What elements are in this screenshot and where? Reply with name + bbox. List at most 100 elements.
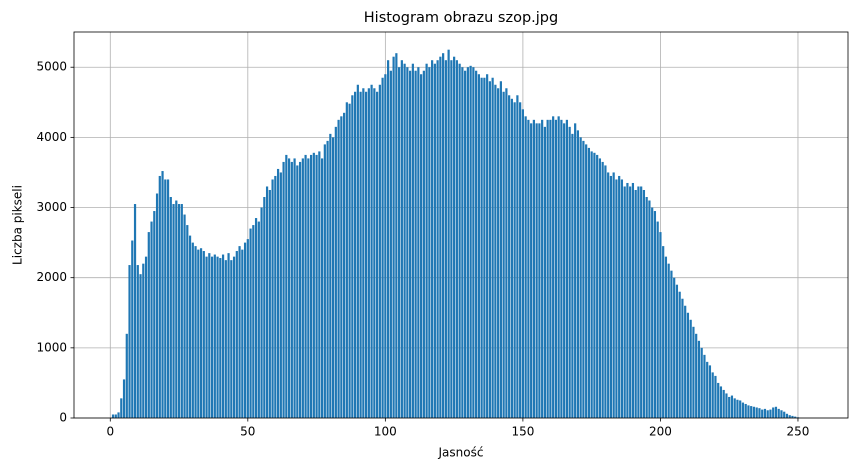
bar — [692, 326, 695, 418]
bar — [364, 91, 368, 419]
bar — [213, 254, 216, 418]
bar — [769, 409, 772, 418]
bar — [417, 67, 420, 418]
bar — [653, 211, 657, 418]
bar — [620, 179, 624, 418]
bar — [114, 414, 117, 418]
bar — [265, 186, 269, 418]
bar — [436, 60, 439, 419]
bar — [455, 60, 458, 419]
bar — [739, 400, 742, 418]
bar — [287, 158, 291, 418]
bar — [689, 319, 692, 418]
bar — [210, 256, 214, 418]
bar — [486, 74, 489, 418]
bar — [373, 88, 376, 419]
bar — [276, 168, 280, 418]
bar — [708, 365, 712, 418]
bar — [150, 221, 153, 418]
bar — [296, 165, 299, 418]
bar — [384, 74, 387, 418]
bar — [623, 186, 626, 418]
bar — [166, 179, 170, 418]
bar — [359, 91, 362, 419]
bar — [128, 265, 131, 418]
y-tick-label: 4000 — [36, 130, 67, 144]
bar — [700, 347, 703, 418]
bar — [136, 265, 139, 418]
bar — [243, 242, 247, 418]
bar — [155, 193, 159, 418]
bar — [508, 95, 511, 418]
bar — [673, 277, 676, 418]
bar — [477, 74, 480, 418]
bar — [392, 56, 395, 419]
bar — [750, 406, 753, 418]
bar — [615, 179, 618, 418]
bar — [664, 256, 668, 418]
bar — [717, 382, 720, 418]
bar — [301, 158, 304, 418]
x-tick-label: 50 — [240, 425, 255, 439]
bar — [741, 402, 745, 418]
bar — [453, 56, 456, 419]
bar — [761, 409, 764, 418]
bar — [370, 84, 373, 419]
bar — [177, 204, 181, 418]
bar — [238, 246, 241, 418]
bar — [568, 126, 571, 419]
bar — [752, 406, 756, 418]
bar — [794, 416, 797, 418]
bar — [464, 70, 467, 418]
bar — [513, 102, 516, 418]
bar — [719, 386, 723, 418]
bar — [783, 411, 786, 418]
bar — [788, 415, 791, 418]
bar — [640, 186, 643, 418]
bar — [758, 408, 761, 418]
bar — [557, 116, 560, 418]
bar — [530, 123, 533, 419]
bar — [772, 407, 775, 418]
bar — [431, 60, 434, 419]
x-tick-label: 100 — [374, 425, 397, 439]
bar — [326, 140, 329, 419]
bar — [618, 175, 621, 418]
bar — [722, 389, 725, 418]
bar — [252, 225, 255, 418]
bar — [290, 161, 293, 418]
bar — [736, 399, 739, 418]
bar — [425, 63, 428, 418]
bar — [271, 179, 274, 418]
bar — [133, 204, 137, 418]
bar — [420, 74, 423, 418]
bar — [224, 260, 227, 418]
bar — [612, 172, 615, 418]
bar — [191, 242, 194, 418]
bar — [139, 274, 142, 418]
bar — [667, 263, 670, 418]
bar — [331, 137, 335, 419]
bar — [447, 49, 450, 419]
bar — [230, 260, 233, 418]
bar — [381, 77, 384, 418]
bar — [659, 232, 662, 418]
bar — [125, 333, 128, 418]
bar — [634, 189, 637, 418]
bar — [461, 67, 464, 418]
bar — [153, 211, 156, 418]
bar — [604, 165, 607, 418]
bar — [466, 67, 469, 418]
bar — [785, 413, 789, 418]
bar — [670, 270, 673, 418]
bar — [282, 161, 285, 418]
bar — [645, 197, 648, 418]
bar — [552, 116, 555, 418]
bar — [780, 410, 783, 418]
bar — [541, 119, 544, 418]
bar — [675, 284, 679, 418]
bar — [686, 312, 690, 418]
bar — [450, 60, 453, 419]
bar — [122, 379, 126, 418]
